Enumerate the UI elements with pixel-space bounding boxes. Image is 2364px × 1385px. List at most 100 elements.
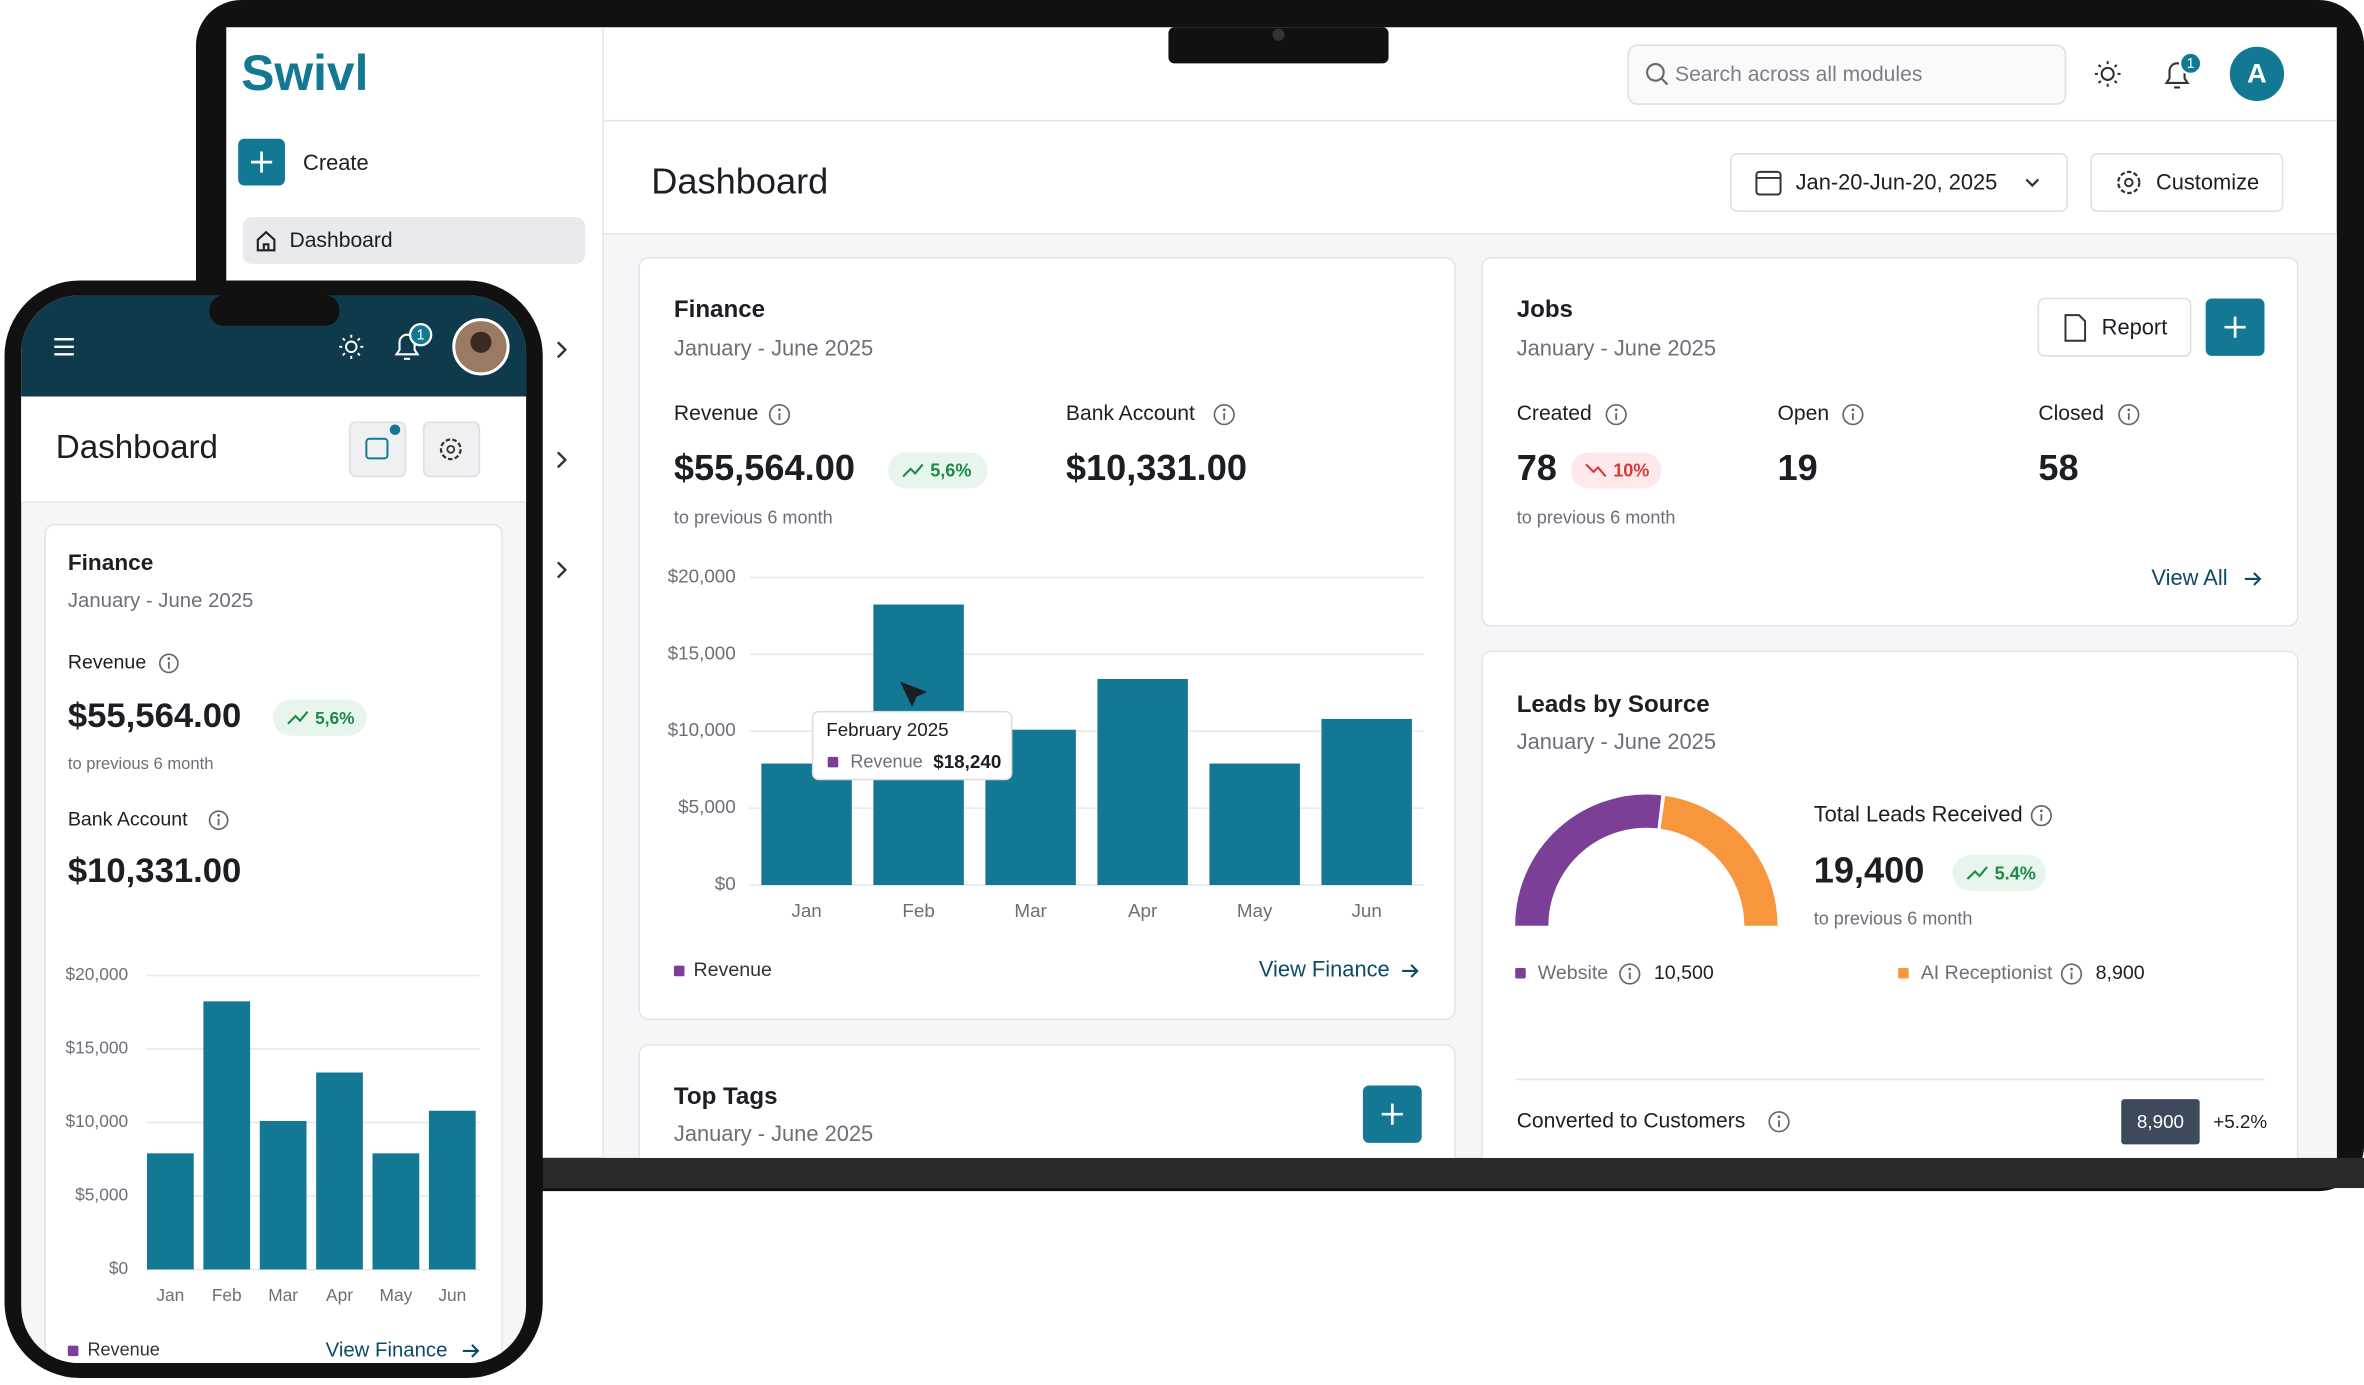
- card-title: Finance: [674, 296, 765, 323]
- x-tick-label: Feb: [212, 1285, 242, 1305]
- y-tick-label: $0: [715, 873, 736, 894]
- card-period: January - June 2025: [674, 336, 873, 361]
- card-title: Jobs: [1517, 296, 1573, 323]
- search-box[interactable]: [1627, 44, 2067, 105]
- gear-icon: [2124, 177, 2134, 188]
- y-tick-label: $5,000: [678, 796, 736, 817]
- info-icon: [208, 810, 229, 831]
- tooltip-value: $18,240: [933, 751, 1001, 772]
- legend-swatch: [1515, 967, 1526, 979]
- chevron-icon: [556, 561, 568, 579]
- plus-icon: [1381, 1103, 1403, 1125]
- stat-value: 19: [1778, 447, 1818, 488]
- y-tick-label: $15,000: [668, 642, 736, 663]
- info-icon: [1614, 408, 1618, 412]
- info-icon: [217, 814, 220, 817]
- info-icon: [1768, 1111, 1790, 1133]
- gauge-segment: [1515, 794, 1662, 927]
- create-label: Create: [303, 150, 369, 175]
- theme-icon[interactable]: [2100, 66, 2115, 81]
- menu-icon[interactable]: [54, 338, 74, 356]
- customize-label: Customize: [2156, 170, 2259, 195]
- chevron-icon: [556, 341, 568, 359]
- chevron-icon: [2025, 178, 2040, 188]
- info-icon: [768, 404, 791, 426]
- gear-icon: [439, 438, 462, 461]
- card: [638, 257, 1456, 1020]
- x-tick-label: Apr: [1128, 900, 1157, 921]
- stat-value: 58: [2038, 447, 2078, 488]
- y-tick-label: $10,000: [66, 1111, 129, 1131]
- comparison-note: to previous 6 month: [68, 754, 214, 773]
- tooltip-swatch: [827, 756, 839, 768]
- card: [638, 1044, 1456, 1158]
- info-icon: [167, 657, 171, 660]
- arrow-icon: [2244, 572, 2262, 586]
- y-tick-label: $15,000: [66, 1038, 129, 1058]
- info-icon: [1628, 967, 1632, 971]
- report-label: Report: [2102, 314, 2168, 339]
- camera-notch: [1168, 27, 1389, 64]
- metric-label: Revenue: [674, 402, 758, 425]
- bar: [259, 1121, 307, 1270]
- tooltip: [811, 710, 1013, 781]
- card-period: January - June 2025: [68, 590, 253, 612]
- home-icon: [256, 230, 276, 252]
- settings-button[interactable]: [422, 421, 481, 478]
- page-title: Dashboard: [651, 161, 828, 202]
- info-icon: [1851, 408, 1855, 412]
- chevron-icon: [556, 451, 568, 469]
- gear-icon: [2117, 170, 2141, 195]
- arrow-icon: [1402, 964, 1419, 978]
- stat-label: Closed: [2038, 402, 2104, 425]
- stat-value: 78: [1517, 447, 1557, 488]
- legend-swatch: [1898, 967, 1909, 979]
- legend-label: Website: [1538, 962, 1608, 984]
- theme-icon: [2097, 80, 2102, 84]
- y-tick-label: $0: [109, 1258, 128, 1278]
- metric-value: $10,331.00: [1066, 447, 1247, 488]
- calendar-icon: [365, 437, 389, 460]
- calendar-button[interactable]: [349, 421, 407, 478]
- metric-value: $10,331.00: [68, 852, 241, 890]
- badge-count: 1: [2187, 56, 2195, 72]
- nav-item-active[interactable]: [242, 217, 585, 264]
- date-picker[interactable]: [1730, 153, 2068, 212]
- change-value: 5,6%: [315, 708, 355, 728]
- card-period: January - June 2025: [674, 1121, 873, 1146]
- theme-icon: [2113, 80, 2118, 84]
- y-tick-label: $5,000: [75, 1185, 128, 1205]
- customize-button[interactable]: [2090, 153, 2284, 212]
- theme-icon: [356, 337, 361, 342]
- theme-icon[interactable]: [345, 340, 358, 354]
- tooltip-title: February 2025: [826, 719, 948, 740]
- legend-label: AI Receptionist: [1921, 962, 2053, 984]
- converted-value: 8,900: [2137, 1111, 2184, 1132]
- stat-label: Open: [1778, 402, 1830, 425]
- avatar-initial: A: [2247, 58, 2267, 89]
- info-icon: [1213, 404, 1235, 426]
- laptop-base: [542, 1157, 2364, 1189]
- card-period: January - June 2025: [1517, 729, 1716, 754]
- avatar[interactable]: [2229, 46, 2285, 102]
- brand-logo: Swivl: [241, 45, 368, 101]
- info-icon: [1605, 404, 1627, 426]
- change-value: 10%: [1613, 461, 1649, 481]
- phone-notch: [209, 295, 340, 326]
- trend-icon: [287, 710, 309, 725]
- search-icon: [1660, 77, 1669, 86]
- x-tick-label: May: [1237, 900, 1273, 921]
- info-icon: [2070, 967, 2073, 971]
- info-icon: [2030, 805, 2052, 827]
- x-tick-label: May: [380, 1285, 413, 1305]
- bar: [316, 1072, 363, 1270]
- notice-dot: [389, 424, 401, 435]
- y-tick-label: $10,000: [668, 719, 736, 740]
- legend-label: Revenue: [87, 1340, 159, 1360]
- nav-label: Dashboard: [289, 229, 392, 252]
- legend-value: 10,500: [1654, 962, 1714, 984]
- info-icon: [1777, 1115, 1781, 1119]
- view-finance-link: View Finance: [326, 1339, 448, 1361]
- change-pill: [888, 452, 988, 489]
